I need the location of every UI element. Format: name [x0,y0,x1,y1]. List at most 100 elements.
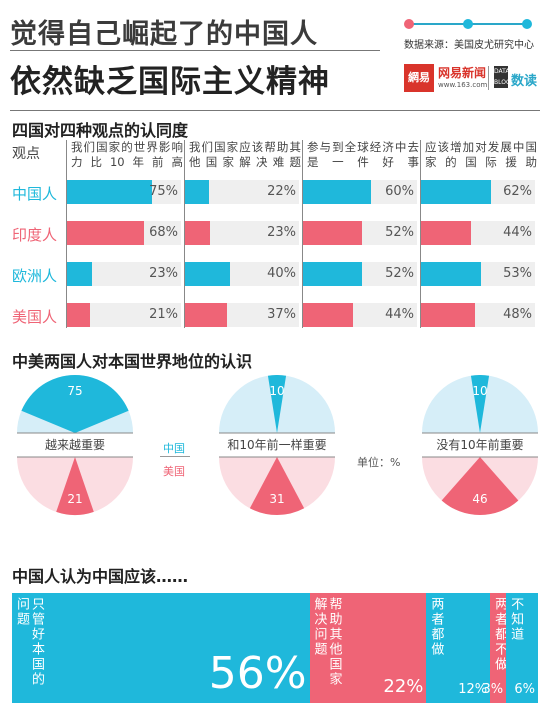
column-header: 我们国家的世界影响力比10年前高 [66,140,183,170]
china-value-label: 75 [67,384,82,398]
column-header: 应该增加对发展中国家的国际援助 [420,140,537,170]
matrix-bar [184,262,230,286]
title-line-1: 觉得自己崛起了的中国人 [10,19,318,50]
unit-label: 单位：% [357,456,401,469]
china-value-label: 10 [472,384,487,398]
matrix-value-label: 53% [503,266,532,281]
column-header: 参与到全球经济中去是一件好事 [302,140,419,170]
legend-china: 中国 [163,442,185,455]
matrix-bar [302,262,362,286]
usa-value-label: 21 [67,492,82,506]
matrix-value-label: 68% [149,225,178,240]
stacked-segment: 两者都做 12% [426,593,491,703]
row-label: 印度人 [12,226,58,244]
matrix-cell: 44% [302,303,417,327]
stacked-segment: 只管好本国的问题 56% [12,593,310,703]
china-wedge [267,375,287,433]
column-header: 我们国家应该帮助其他国家解决难题 [184,140,301,170]
segment-value-label: 22% [383,676,424,697]
matrix-cell: 75% [66,180,181,204]
matrix-cell: 62% [420,180,535,204]
china-value-label: 10 [269,384,284,398]
row-label: 中国人 [12,185,58,203]
matrix-bar [302,180,371,204]
row-label: 美国人 [12,308,58,326]
matrix-value-label: 21% [149,307,178,322]
matrix-value-label: 44% [385,307,414,322]
usa-value-label: 31 [269,492,284,506]
matrix-value-label: 40% [267,266,296,281]
matrix-cell: 52% [302,262,417,286]
decorative-dots [404,17,532,31]
usa-value-label: 46 [472,492,487,506]
matrix-value-label: 23% [149,266,178,281]
header-divider [10,110,540,111]
stacked-segment: 两者都不做 3% [482,593,508,703]
matrix-cell: 21% [66,303,181,327]
matrix-value-label: 60% [385,184,414,199]
matrix-value-label: 48% [503,307,532,322]
matrix-cell: 37% [184,303,299,327]
data-source: 数据来源：美国皮尤研究中心 [404,40,534,51]
shudu-logo-text: 数读 [511,74,538,89]
matrix-value-label: 62% [503,184,532,199]
matrix-value-label: 52% [385,266,414,281]
usa-wedge [56,457,94,515]
pie-category-label: 越来越重要 [45,438,105,452]
pie-category-label: 没有10年前重要 [436,437,523,452]
world-status-pies: 75 21 越来越重要 10 31 和10年前一样重要 10 46 没有10年前重要 [17,375,538,515]
china-wedge [21,375,129,433]
matrix-bar [420,303,476,327]
view-label: 观点 [12,146,40,162]
matrix-cell: 68% [66,221,181,245]
matrix-bar [184,221,211,245]
usa-wedge [249,457,305,515]
segment-label: 帮助其他国家解决问题 [311,597,342,687]
matrix-cell: 23% [184,221,299,245]
title-line-2: 依然缺乏国际主义精神 [10,64,330,100]
legend-divider [160,456,190,457]
matrix-value-label: 37% [267,307,296,322]
matrix-bar [66,221,145,245]
section2-title: 中美两国人对本国世界地位的认识 [12,352,253,371]
column-separator [302,140,303,328]
matrix-bar [420,180,492,204]
segment-value-label: 6% [514,682,535,697]
column-separator [420,140,421,328]
stacked-segment: 不知道 6% [506,593,538,703]
usa-wedge [441,457,519,515]
matrix-bar [302,303,353,327]
segment-value-label: 12% [458,682,488,697]
netease-url: www.163.com [438,81,488,89]
segment-label: 只管好本国的问题 [14,597,44,687]
legend-usa: 美国 [163,465,185,478]
matrix-value-label: 44% [503,225,532,240]
matrix-bar [66,262,93,286]
column-separator [184,140,185,328]
matrix-bar [420,262,481,286]
netease-news-logo-text: 网易新闻 [438,66,487,80]
column-separator [66,140,67,328]
section3-title: 中国人认为中国应该…… [12,567,189,586]
matrix-value-label: 75% [149,184,178,199]
matrix-value-label: 23% [267,225,296,240]
matrix-bar [184,303,227,327]
matrix-bar [66,180,153,204]
row-label: 欧洲人 [12,267,58,285]
segment-label: 两者都做 [428,597,444,657]
matrix-cell: 40% [184,262,299,286]
matrix-cell: 60% [302,180,417,204]
pie-category-label: 和10年前一样重要 [227,437,326,452]
matrix-value-label: 52% [385,225,414,240]
segment-value-label: 3% [482,682,504,697]
matrix-cell: 44% [420,221,535,245]
segment-label: 两者都不做 [492,597,508,672]
matrix-cell: 23% [66,262,181,286]
matrix-cell: 52% [302,221,417,245]
segment-value-label: 56% [208,648,307,699]
dot-icon [404,19,414,29]
matrix-bar [66,303,91,327]
dot-icon [463,19,473,29]
matrix-cell: 48% [420,303,535,327]
dot-icon [522,19,532,29]
